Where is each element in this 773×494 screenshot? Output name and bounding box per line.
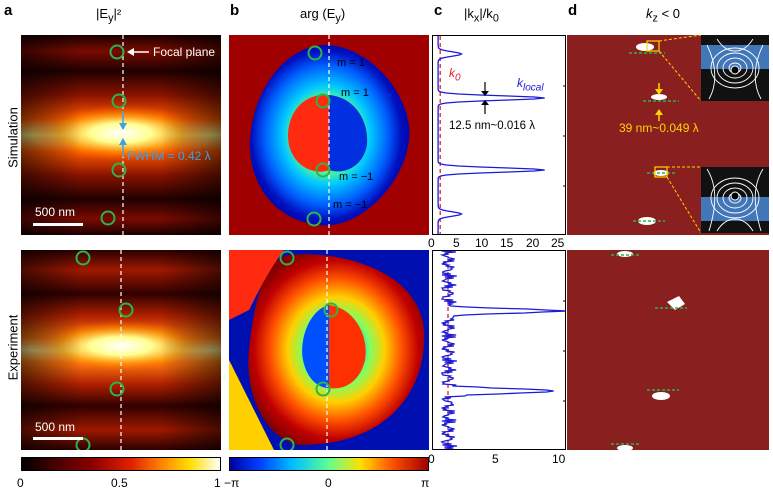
inset-bottom	[701, 167, 769, 233]
panel-d-exp-image	[611, 251, 687, 450]
xtick-c-sim: 0	[428, 236, 435, 250]
m-label: m = −1	[333, 199, 368, 211]
xtick-c-sim: 20	[526, 236, 540, 250]
colorbar-b-tick: π	[421, 476, 430, 490]
vortex-marker	[315, 162, 331, 178]
title-c-mid: |/k	[479, 6, 493, 21]
singularity-marker	[111, 162, 127, 178]
title-a-text: |E	[96, 6, 109, 21]
singularity-marker	[118, 302, 134, 318]
xtick-c-sim: 25	[551, 236, 565, 250]
klocal-label: klocal	[517, 76, 544, 94]
panel-b-exp	[229, 250, 429, 450]
colorbar-b	[229, 457, 429, 471]
title-c-sub1: x	[473, 12, 480, 25]
title-c-pre: |k	[464, 6, 474, 21]
title-d-sub: z	[652, 12, 658, 25]
panel-d-sim: 39 nm~0.049 λ	[567, 35, 769, 235]
k0-label: k0	[449, 66, 461, 84]
vortex-marker	[323, 302, 339, 318]
singularity-marker	[109, 381, 125, 397]
scale-bar	[33, 437, 83, 440]
colorbar-a-tick: 0.5	[111, 476, 128, 490]
panel-a-sim-image	[21, 35, 221, 235]
panel-c-sim: k0 klocal 12.5 nm~0.016 λ	[432, 35, 566, 235]
kx-profile-exp	[439, 251, 565, 449]
panel-a-sim: Focal plane FWHM = 0.42 λ 500 nm	[21, 35, 221, 235]
xtick-c-sim: 5	[453, 236, 460, 250]
xtick-c-exp: 10	[552, 452, 566, 466]
kx-profile-sim	[437, 36, 565, 234]
panel-title-a: |Ey|²	[96, 6, 121, 25]
colorbar-a	[21, 457, 221, 471]
vortex-marker	[315, 381, 331, 397]
klocal-curve	[439, 251, 565, 449]
inset-top	[701, 35, 769, 101]
title-b-end: )	[340, 6, 346, 21]
title-a-sup: |²	[113, 6, 122, 21]
colorbar-a-tick: 0	[17, 476, 24, 490]
scalebar-label: 500 nm	[35, 205, 76, 219]
xtick-c-exp: 0	[428, 452, 435, 466]
singularity-marker	[111, 93, 127, 109]
focal-plane-label: Focal plane	[153, 45, 216, 59]
m-label: m = 1	[337, 57, 365, 69]
vortex-marker	[306, 211, 322, 227]
panel-title-d: kz < 0	[646, 6, 680, 25]
panel-label-b: b	[230, 2, 240, 19]
panel-b-sim-image	[229, 35, 429, 235]
panel-label-a: a	[4, 2, 13, 19]
panel-c-exp	[432, 250, 566, 450]
width-arrow-head	[481, 91, 489, 96]
panel-title-c: |kx|/k0	[464, 6, 499, 25]
klocal-curve	[437, 36, 545, 234]
panel-a-exp: 500 nm	[21, 250, 221, 450]
scalebar-label: 500 nm	[35, 420, 76, 434]
title-b-text: arg (E	[300, 6, 336, 21]
panel-d-sim-image	[629, 35, 769, 234]
xtick-c-exp: 5	[492, 452, 499, 466]
width-arrow-head	[481, 100, 489, 105]
singularity-marker	[100, 210, 116, 226]
title-c-sub2: 0	[492, 12, 499, 25]
panel-d-exp	[567, 250, 769, 450]
row-label-experiment: Experiment	[5, 314, 21, 381]
m-label: m = −1	[339, 171, 374, 183]
singularity-marker	[109, 44, 125, 60]
width-d-label: 39 nm~0.049 λ	[619, 121, 699, 135]
title-b-sub: y	[335, 12, 341, 25]
title-d-pre: k	[646, 6, 653, 21]
panel-b-sim: m = 1 m = 1 m = −1 m = −1	[229, 35, 429, 235]
vortex-marker	[307, 45, 323, 61]
vortex-marker	[279, 437, 295, 450]
fwhm-label: FWHM = 0.42 λ	[127, 149, 211, 163]
singularity-marker	[75, 250, 91, 266]
scale-bar	[33, 223, 83, 226]
row-label-simulation: Simulation	[5, 107, 21, 168]
panel-title-b: arg (Ey)	[300, 6, 345, 25]
panel-a-exp-image	[21, 250, 221, 450]
colorbar-b-tick: 0	[325, 476, 332, 490]
xtick-c-sim: 15	[500, 236, 514, 250]
xtick-c-sim: 10	[475, 236, 489, 250]
title-d-end: < 0	[657, 6, 680, 21]
colorbar-a-tick: 1	[214, 476, 221, 490]
panel-b-exp-image	[229, 250, 429, 450]
title-a-sub: y	[108, 12, 114, 25]
width-c-label: 12.5 nm~0.016 λ	[449, 120, 535, 132]
vortex-marker	[315, 93, 331, 109]
panel-label-d: d	[568, 2, 578, 19]
m-label: m = 1	[341, 87, 369, 99]
colorbar-b-tick: −π	[224, 476, 240, 490]
panel-label-c: c	[434, 2, 443, 19]
vortex-marker	[279, 250, 295, 266]
